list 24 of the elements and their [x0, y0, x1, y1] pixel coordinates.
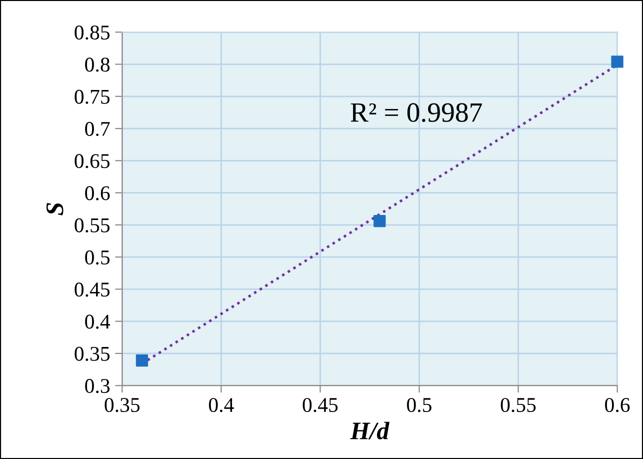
x-axis-title: H/d [350, 422, 390, 440]
y-tick-label: 0.35 [74, 346, 110, 361]
y-tick-label: 0.8 [85, 58, 110, 72]
x-tick-label: 0.55 [500, 398, 536, 412]
y-tick-label: 0.85 [74, 26, 110, 40]
y-tick-label: 0.45 [74, 282, 110, 297]
point [374, 214, 386, 228]
y-tick-label: 0.4 [85, 314, 110, 329]
x-tick-label: 0.6 [605, 398, 630, 412]
y-tick-label: 0.65 [74, 154, 110, 168]
y-tick-label: 0.3 [85, 378, 110, 394]
y-axis-title: S [46, 202, 64, 216]
x-tick-label: 0.5 [407, 398, 432, 412]
point [136, 354, 148, 367]
y-tick-label: 0.55 [74, 218, 110, 232]
y-tick-label: 0.6 [85, 186, 110, 200]
annotation: R² = 0.9987 [350, 103, 482, 122]
x-tick-label: 0.45 [302, 398, 338, 412]
x-tick-label: 0.35 [104, 398, 140, 412]
y-tick-label: 0.5 [85, 250, 110, 265]
point [611, 56, 624, 68]
x-tick-label: 0.4 [208, 398, 234, 412]
y-tick-label: 0.7 [85, 122, 110, 136]
y-tick-label: 0.75 [74, 90, 110, 104]
